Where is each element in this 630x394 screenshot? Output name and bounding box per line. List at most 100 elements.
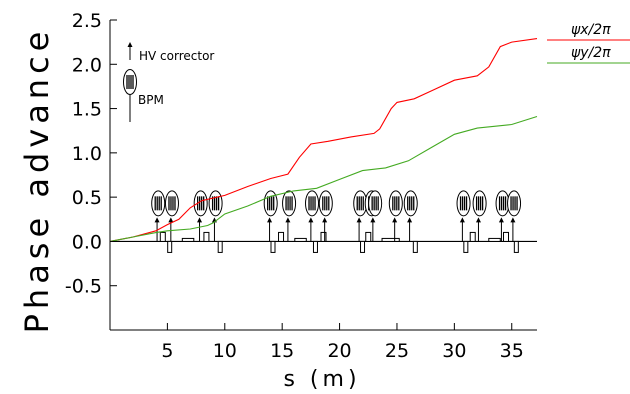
dipole-magnet bbox=[181, 237, 195, 242]
y-tick-label: 0.5 bbox=[72, 187, 102, 209]
quadrupole-focusing bbox=[203, 231, 210, 242]
corrector-arrowhead bbox=[475, 217, 481, 223]
bpm-legend-label: BPM bbox=[138, 93, 164, 107]
corrector-marker bbox=[459, 217, 465, 242]
bpm-marker bbox=[388, 190, 403, 217]
series-line bbox=[109, 115, 538, 242]
x-tick-label: 35 bbox=[500, 340, 524, 362]
series-line bbox=[109, 38, 538, 242]
bpm-outline bbox=[282, 190, 297, 217]
quadrupole-defocusing bbox=[217, 240, 223, 253]
corrector-marker bbox=[154, 217, 160, 242]
quadrupole-defocusing bbox=[270, 240, 276, 253]
bpm-outline bbox=[456, 190, 471, 217]
axis-ticks: 2.5 2.0 1.5 1.0 0.5 0.0 -0.5 5 10 15 20 25 30 35 bbox=[65, 10, 524, 362]
corrector-arrowhead bbox=[392, 217, 398, 223]
y-tick-label: 1.5 bbox=[72, 99, 102, 121]
corrector-arrowhead bbox=[285, 217, 291, 223]
x-tick-label: 15 bbox=[270, 340, 294, 362]
y-tick-label: 0.0 bbox=[72, 231, 102, 253]
bpm-marker bbox=[507, 190, 522, 217]
corrector-arrowhead bbox=[168, 217, 174, 223]
corrector-arrowhead bbox=[308, 217, 314, 223]
series-lines bbox=[109, 38, 538, 242]
corrector-marker bbox=[356, 217, 362, 242]
quadrupole-focusing bbox=[159, 231, 166, 242]
corrector-legend-icon bbox=[127, 42, 133, 60]
corrector-marker bbox=[370, 217, 376, 242]
quadrupole-defocusing bbox=[167, 240, 173, 253]
bpm-marker bbox=[305, 190, 320, 217]
bpm-marker bbox=[208, 190, 223, 217]
bpm-marker bbox=[263, 190, 278, 217]
legend-label: ψy/2π bbox=[571, 45, 611, 61]
bpm-marker bbox=[151, 190, 166, 217]
corrector-marker bbox=[267, 217, 273, 242]
quadrupole-defocusing bbox=[360, 240, 366, 253]
bpm-outline bbox=[388, 190, 403, 217]
corrector-marker bbox=[475, 217, 481, 242]
plot-frame bbox=[109, 20, 537, 331]
bpm-outline bbox=[368, 190, 383, 217]
corrector-marker bbox=[510, 217, 516, 242]
x-tick-label: 10 bbox=[213, 340, 237, 362]
quadrupole-focusing bbox=[469, 231, 476, 242]
x-axis-label: s (m) bbox=[283, 367, 360, 392]
quadrupole-focusing bbox=[365, 231, 372, 242]
bpm-outline bbox=[507, 190, 522, 217]
bpm-outline bbox=[263, 190, 278, 217]
quadrupole-defocusing bbox=[463, 240, 469, 253]
quadrupole-defocusing bbox=[513, 240, 519, 253]
y-tick-label: -0.5 bbox=[65, 276, 102, 298]
bpm-outline bbox=[193, 190, 208, 217]
corrector-marker bbox=[197, 217, 203, 242]
quadrupole-focusing bbox=[503, 231, 510, 242]
bpm-outline bbox=[123, 69, 137, 95]
quadrupole-focusing bbox=[278, 231, 285, 242]
bpm-outline bbox=[403, 190, 418, 217]
bpm-outline bbox=[208, 190, 223, 217]
corrector-arrowhead bbox=[498, 217, 504, 223]
quadrupole-defocusing bbox=[412, 240, 418, 253]
bpm-marker bbox=[472, 190, 487, 217]
corrector-arrowhead bbox=[267, 217, 273, 223]
corrector-marker bbox=[168, 217, 174, 242]
corrector-arrowhead bbox=[407, 217, 413, 223]
corrector-arrowhead bbox=[197, 217, 203, 223]
y-tick-label: 1.0 bbox=[72, 143, 102, 165]
corrector-arrowhead bbox=[127, 42, 133, 47]
dipole-magnet bbox=[488, 237, 501, 242]
corrector-marker bbox=[407, 217, 413, 242]
bpm-marker bbox=[164, 190, 179, 217]
beamline-legend: HV corrector BPM bbox=[123, 42, 214, 122]
corrector-marker bbox=[322, 217, 328, 242]
quadrupole-focusing bbox=[320, 231, 327, 242]
bpm-outline bbox=[318, 190, 333, 217]
bpm-marker bbox=[193, 190, 208, 217]
dipole-magnet bbox=[294, 237, 307, 242]
bpm-outline bbox=[305, 190, 320, 217]
x-tick-label: 30 bbox=[442, 340, 466, 362]
corrector-arrowhead bbox=[459, 217, 465, 223]
beamline-elements bbox=[151, 190, 522, 253]
corrector-marker bbox=[392, 217, 398, 242]
corrector-arrowhead bbox=[510, 217, 516, 223]
x-tick-label: 25 bbox=[385, 340, 409, 362]
corrector-arrowhead bbox=[154, 217, 160, 223]
corrector-arrowhead bbox=[370, 217, 376, 223]
corrector-marker bbox=[498, 217, 504, 242]
x-tick-label: 20 bbox=[327, 340, 351, 362]
bpm-legend-icon bbox=[123, 69, 137, 95]
bpm-marker bbox=[495, 190, 510, 217]
corrector-legend-label: HV corrector bbox=[139, 49, 214, 63]
corrector-marker bbox=[285, 217, 291, 242]
corrector-marker bbox=[308, 217, 314, 242]
bpm-marker bbox=[403, 190, 418, 217]
quadrupole-defocusing bbox=[312, 240, 318, 253]
bpm-outline bbox=[151, 190, 166, 217]
x-tick-label: 5 bbox=[161, 340, 173, 362]
corrector-arrowhead bbox=[322, 217, 328, 223]
bpm-outline bbox=[164, 190, 179, 217]
legend-label: ψx/2π bbox=[571, 22, 611, 38]
